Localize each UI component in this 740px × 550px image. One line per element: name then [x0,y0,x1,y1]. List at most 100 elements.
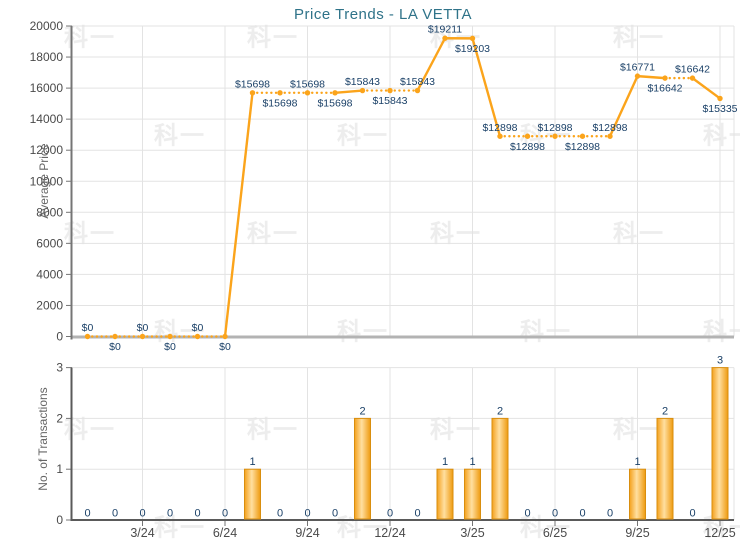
bar-value-label: 0 [194,508,200,520]
chart-title: Price Trends - LA VETTA [294,6,472,23]
data-point-marker [387,87,393,94]
x-axis-tick-label: 9/25 [625,526,649,540]
bar-value-label: 0 [607,508,613,520]
bar-value-label: 0 [167,508,173,520]
price-line-segment [637,74,666,80]
y-axis-tick-label: 0 [56,330,63,344]
y-axis-title-transactions: No. of Transactions [36,387,50,491]
price-point-label: $12898 [592,122,627,134]
bar-value-label: 0 [84,508,90,520]
y-axis-tick-label: 16000 [30,81,64,95]
bar-value-label: 0 [277,508,283,520]
transaction-bar [711,367,729,520]
data-point-marker [634,73,641,79]
y-axis-tick-label: 10000 [30,174,64,188]
y-axis-tick-label: 1 [56,462,63,476]
data-point-marker [222,333,228,340]
price-point-label: $15698 [262,97,297,109]
x-axis-line-top-chart [71,335,734,339]
bar-value-label: 0 [139,508,145,520]
bar-value-label: 0 [387,508,393,520]
y-axis-tick-label: 2 [56,411,63,425]
watermark: 科一 [154,318,206,346]
price-line-segment [416,37,447,92]
x-axis-line-bottom-chart [71,519,734,521]
transaction-bar [656,417,674,520]
bar-value-label: 2 [662,405,668,417]
transaction-bar [464,468,481,520]
data-point-marker [579,133,586,139]
data-point-marker [662,75,668,81]
y-axis-tick-label: 12000 [30,143,64,157]
data-point-marker [84,333,91,340]
bar-value-label: 0 [689,508,695,520]
bar-value-label: 1 [634,456,640,468]
y-axis-tick-label: 20000 [30,19,64,33]
data-point-marker [469,35,476,42]
price-point-label: $12898 [565,141,600,153]
bar-value-label: 2 [497,405,503,417]
price-point-label: $19211 [428,24,462,36]
bar-value-label: 0 [304,508,310,520]
transaction-bar [629,468,646,520]
price-point-label: $15843 [400,76,435,88]
y-axis-tick-label: 2000 [36,298,63,312]
data-point-marker [167,333,173,340]
bar-value-label: 0 [222,508,228,520]
data-point-marker [524,133,531,139]
price-line-segment [471,38,502,137]
bar-value-label: 3 [717,355,723,367]
bar-value-label: 0 [524,508,530,520]
y-axis-line-top-chart [70,26,73,340]
price-line-segment [334,89,363,94]
price-point-label: $0 [137,322,149,334]
data-point-marker [194,333,201,340]
data-point-marker [552,133,558,139]
bar-value-label: 2 [359,405,365,417]
data-point-marker [249,90,256,96]
data-point-marker [332,90,338,96]
price-point-label: $16771 [620,62,655,74]
price-point-label: $0 [82,322,94,334]
price-point-label: $16642 [675,64,710,76]
data-point-marker [359,87,366,94]
y-axis-title-average-price: Average Price [37,143,51,219]
y-axis-tick-label: 3 [56,361,63,375]
watermark: 科一 [430,416,482,444]
y-axis-line-bottom-chart [70,367,73,521]
x-axis-tick-label: 6/25 [543,526,567,540]
y-axis-tick-label: 18000 [30,50,64,64]
x-axis-tick-label: 12/25 [704,526,735,540]
data-point-marker [304,90,311,96]
data-point-marker [607,133,613,139]
transaction-bar [354,417,371,520]
data-point-marker [497,133,503,139]
bar-value-label: 1 [442,456,448,468]
price-point-label: $0 [192,322,204,334]
price-line-segment [223,92,254,337]
data-point-marker [717,95,723,102]
bar-value-label: 1 [249,456,255,468]
price-point-label: $15698 [290,78,325,90]
price-point-label: $15843 [345,76,380,88]
price-point-label: $12898 [482,122,517,134]
price-point-label: $15843 [372,95,407,107]
data-point-marker [277,90,283,96]
bar-value-label: 0 [414,508,420,520]
y-axis-tick-label: 6000 [36,236,63,250]
data-point-marker [139,333,146,340]
bar-value-label: 0 [112,508,118,520]
price-point-label: $16642 [647,83,682,95]
price-point-label: $12898 [537,122,572,134]
bar-value-label: 0 [552,508,558,520]
price-point-label: $12898 [510,141,545,153]
price-point-label: $19203 [455,43,490,55]
watermark: 科一 [337,318,389,346]
bar-value-label: 1 [469,456,475,468]
y-axis-tick-label: 4000 [36,267,63,281]
price-line-segment [608,75,639,137]
watermark: 科一 [154,122,206,150]
price-point-label: $15698 [317,97,352,109]
